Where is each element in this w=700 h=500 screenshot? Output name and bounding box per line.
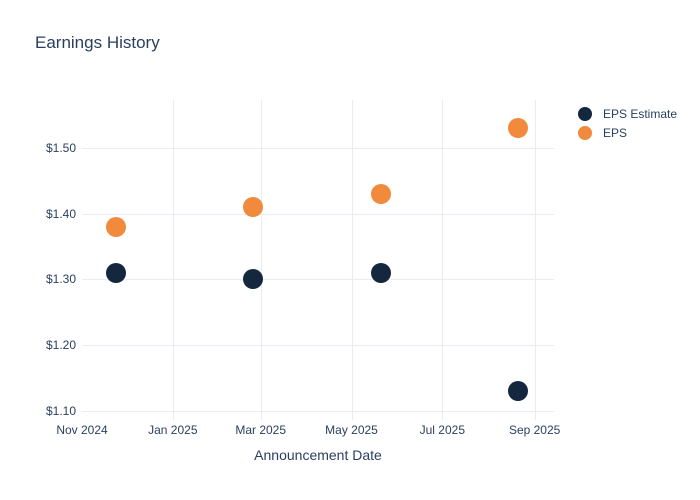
x-gridline (351, 100, 353, 420)
x-gridline (172, 100, 174, 420)
x-tick-label: Nov 2024 (56, 423, 108, 437)
data-point-eps-estimate[interactable] (106, 262, 127, 283)
y-tick-label: $1.20 (45, 338, 76, 353)
y-gridline (82, 410, 554, 412)
data-point-eps[interactable] (243, 197, 264, 218)
x-tick-label: Mar 2025 (235, 423, 287, 437)
data-point-eps-estimate[interactable] (243, 269, 264, 290)
y-tick-label: $1.40 (45, 206, 76, 221)
x-gridline (260, 100, 262, 420)
legend-label: EPS (603, 125, 628, 140)
x-tick-label: Jan 2025 (148, 423, 198, 437)
x-tick-label: Sep 2025 (508, 423, 561, 437)
legend-label: EPS Estimate (603, 106, 678, 121)
y-tick-label: $1.50 (45, 140, 76, 155)
y-gridline (82, 147, 554, 149)
legend-item-eps-estimate[interactable]: EPS Estimate (571, 104, 677, 123)
y-tick-label: $1.10 (45, 403, 76, 418)
y-gridline (82, 279, 554, 281)
x-axis-title: Announcement Date (254, 447, 382, 463)
data-point-eps[interactable] (508, 118, 529, 139)
legend-marker-icon (578, 106, 592, 121)
data-point-eps[interactable] (371, 183, 392, 204)
plot-area (82, 100, 554, 420)
data-point-eps[interactable] (106, 216, 127, 237)
x-gridline (442, 100, 444, 420)
chart-title: Earnings History (35, 33, 160, 52)
y-tick-label: $1.30 (45, 272, 76, 287)
y-gridline (82, 345, 554, 347)
legend: EPS Estimate EPS (571, 104, 677, 142)
legend-item-eps[interactable]: EPS (571, 123, 677, 142)
data-point-eps-estimate[interactable] (508, 381, 529, 402)
x-tick-label: May 2025 (325, 423, 378, 437)
y-gridline (82, 213, 554, 215)
legend-marker-icon (578, 125, 592, 140)
x-tick-label: Jul 2025 (419, 423, 465, 437)
data-point-eps-estimate[interactable] (371, 262, 392, 283)
x-gridline (534, 100, 536, 420)
